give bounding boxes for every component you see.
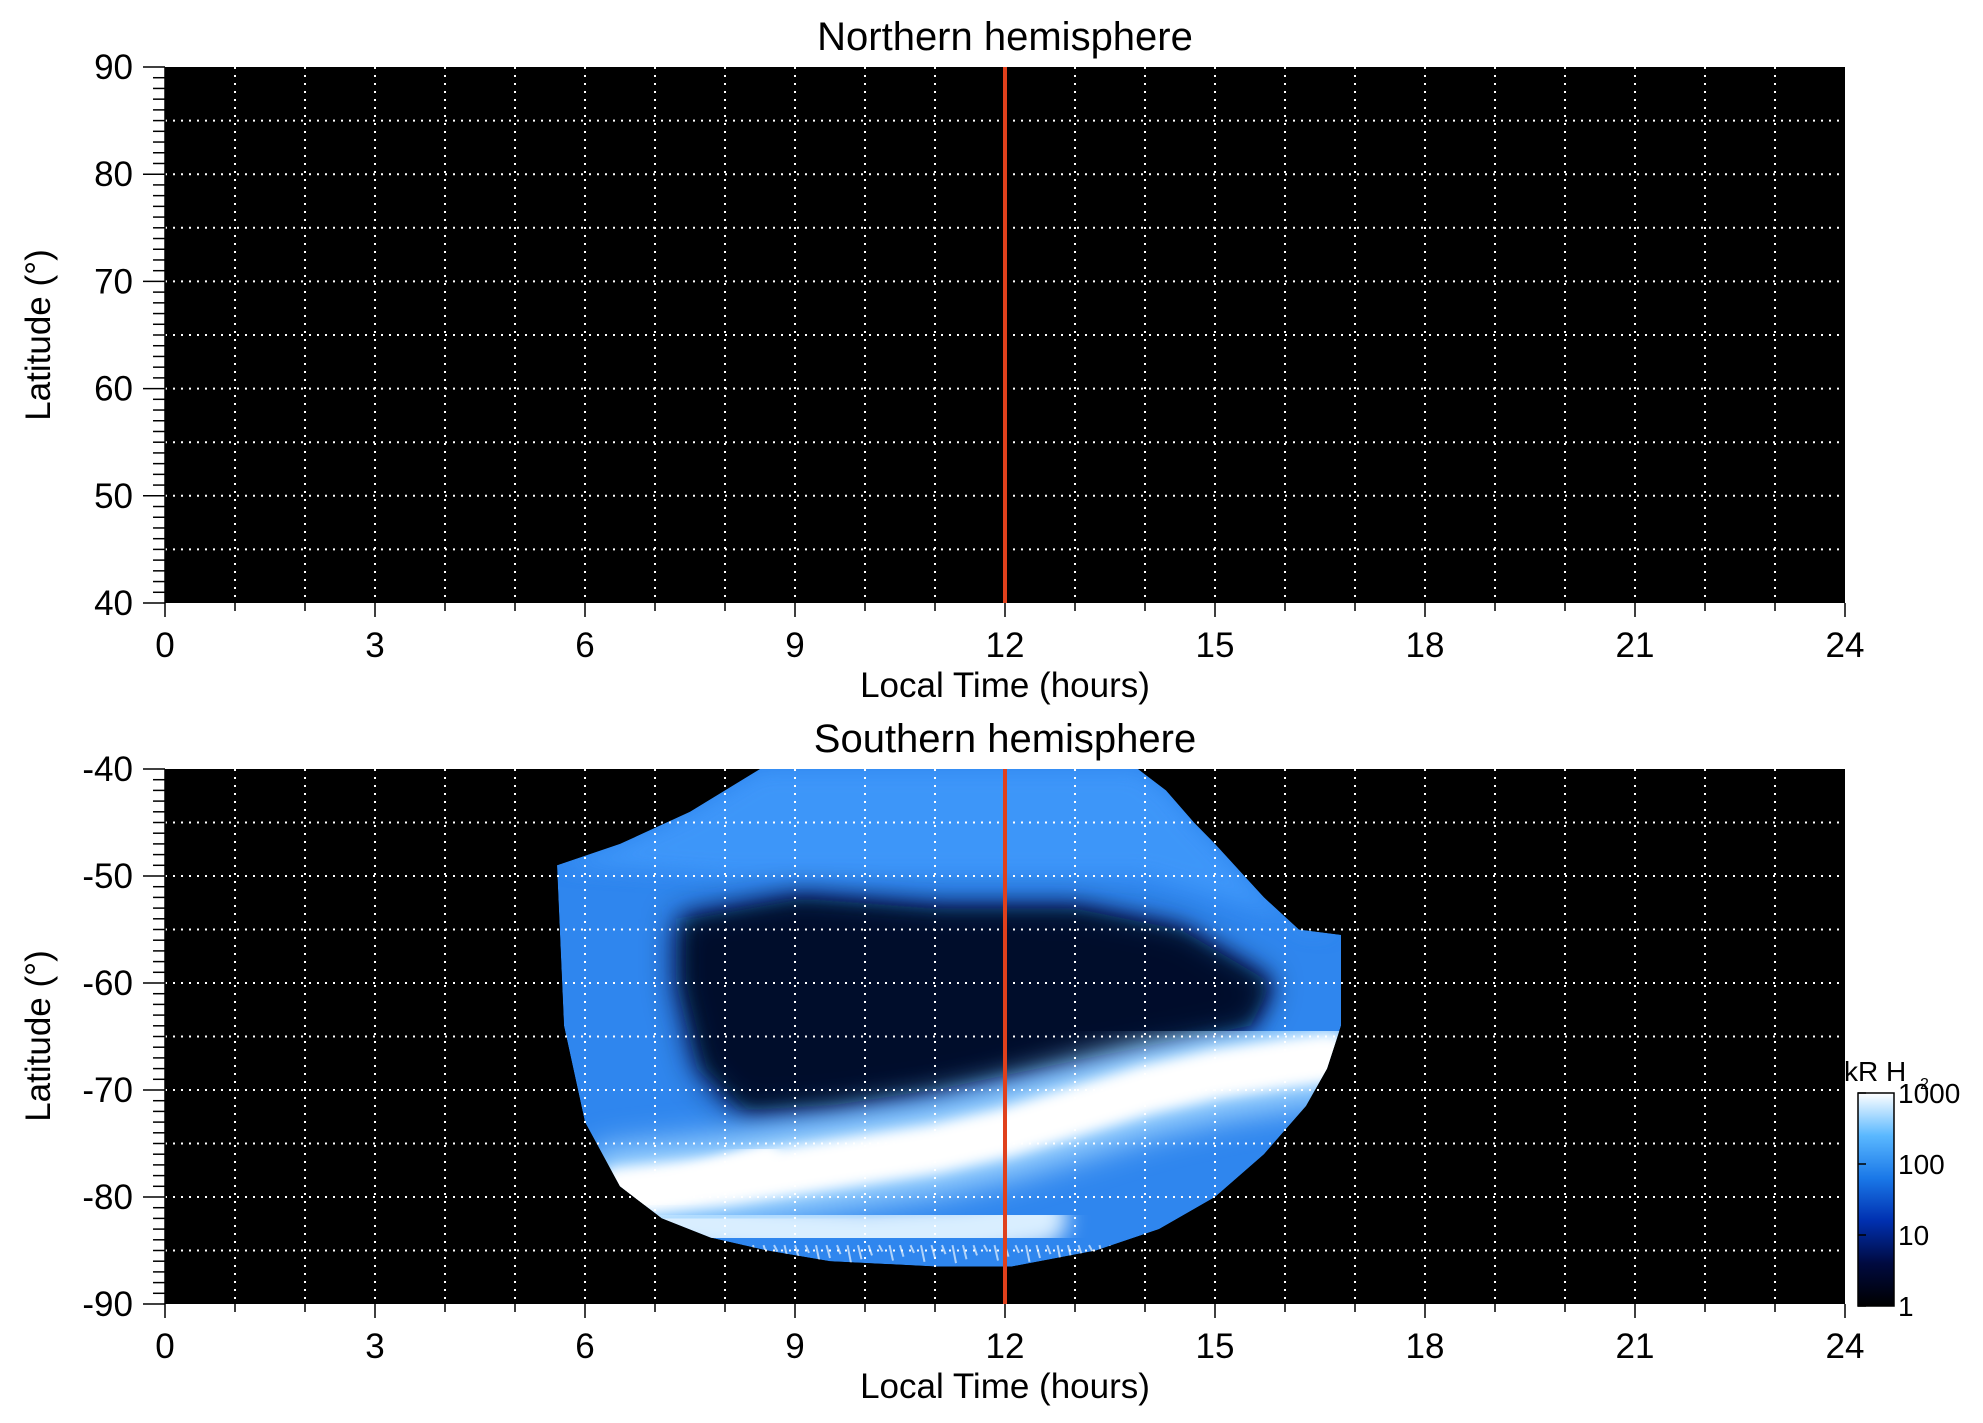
- fringe-streak: [1025, 1244, 1031, 1263]
- fringe-streak: [930, 1244, 936, 1259]
- y-tick-label: -70: [82, 1071, 133, 1110]
- south-title: Southern hemisphere: [814, 717, 1196, 761]
- north-title: Northern hemisphere: [817, 15, 1193, 59]
- x-tick-label: 0: [155, 1327, 174, 1366]
- south-emission-layer: [165, 769, 1845, 1304]
- x-tick-label: 0: [155, 626, 174, 665]
- north-x-axis-label: Local Time (hours): [860, 666, 1150, 705]
- colorbar-label-subscript: 2: [1920, 1076, 1929, 1093]
- x-tick-label: 21: [1616, 626, 1655, 665]
- southern-hemisphere-panel: 0 3 6 9 12 15 18 21 24 -90 -80 -70 -60 -50 -40 Southern…: [19, 717, 1864, 1406]
- x-tick-label: 3: [365, 626, 384, 665]
- fringe-streak: [825, 1244, 831, 1259]
- y-tick-label: 80: [94, 155, 133, 194]
- colorbar-tick-label: 100: [1898, 1149, 1945, 1180]
- fringe-streak: [983, 1244, 989, 1253]
- fringe-streak: [1035, 1244, 1041, 1259]
- x-tick-label: 15: [1196, 626, 1235, 665]
- y-tick-label: 70: [94, 262, 133, 301]
- dim-core: [685, 898, 1272, 1110]
- y-tick-label: 90: [94, 48, 133, 87]
- fringe-streak: [773, 1244, 779, 1253]
- fringe-streak: [920, 1244, 926, 1263]
- x-tick-label: 24: [1826, 626, 1865, 665]
- x-tick-label: 3: [365, 1327, 384, 1366]
- y-tick-label: -50: [82, 857, 133, 896]
- y-tick-label: 40: [94, 584, 133, 623]
- y-tick-label: -80: [82, 1178, 133, 1217]
- x-tick-label: 18: [1406, 626, 1445, 665]
- fringe-streak: [804, 1244, 810, 1254]
- northern-hemisphere-panel: 0 3 6 9 12 15 18 21 24 40 50 60 70 80 90 Northern hemis…: [19, 15, 1864, 705]
- colorbar-gradient: [1857, 1092, 1895, 1307]
- colorbar-label: kR H: [1844, 1056, 1906, 1087]
- fringe-streak: [1088, 1244, 1094, 1253]
- fringe-streak: [1014, 1244, 1020, 1254]
- y-tick-label: 60: [94, 370, 133, 409]
- x-tick-label: 9: [785, 1327, 804, 1366]
- x-tick-label: 24: [1826, 1327, 1865, 1366]
- fringe-streak: [794, 1244, 800, 1257]
- fringe-streak: [1046, 1244, 1052, 1255]
- x-tick-label: 21: [1616, 1327, 1655, 1366]
- x-tick-label: 6: [575, 626, 594, 665]
- south-x-axis-label: Local Time (hours): [860, 1367, 1150, 1406]
- fringe-streak: [962, 1244, 968, 1260]
- colorbar-tick-label: 1000: [1898, 1078, 1960, 1109]
- fringe-streak: [941, 1244, 947, 1255]
- x-tick-label: 12: [986, 1327, 1025, 1366]
- fringe-streak: [878, 1244, 884, 1253]
- y-tick-label: -40: [82, 750, 133, 789]
- y-tick-label: -60: [82, 964, 133, 1003]
- fringe-streak: [993, 1244, 999, 1261]
- fringe-streak: [951, 1244, 957, 1264]
- colorbar-tick-label: 1: [1898, 1291, 1914, 1322]
- x-tick-label: 6: [575, 1327, 594, 1366]
- south-y-axis-label: Latitude (°): [19, 950, 58, 1122]
- y-tick-label: -90: [82, 1285, 133, 1324]
- fringe-streak: [815, 1244, 821, 1263]
- south-axes: 0 3 6 9 12 15 18 21 24 -90 -80 -70 -60 -50 -40: [82, 750, 1864, 1366]
- fringe-streak: [857, 1244, 863, 1260]
- fringe-streak: [888, 1244, 894, 1261]
- fringe-streak: [972, 1244, 978, 1256]
- secondary-arc: [621, 1144, 780, 1210]
- north-axes: 0 3 6 9 12 15 18 21 24 40 50 60 70 80 90: [94, 48, 1864, 665]
- fringe-streak: [846, 1244, 852, 1264]
- north-emission-layer: [165, 67, 1845, 603]
- fringe-streak: [909, 1244, 915, 1254]
- y-tick-label: 50: [94, 477, 133, 516]
- x-tick-label: 9: [785, 626, 804, 665]
- colorbar-tick-label: 10: [1898, 1220, 1929, 1251]
- x-tick-label: 18: [1406, 1327, 1445, 1366]
- x-tick-label: 15: [1196, 1327, 1235, 1366]
- north-y-axis-label: Latitude (°): [19, 249, 58, 421]
- x-tick-label: 12: [986, 626, 1025, 665]
